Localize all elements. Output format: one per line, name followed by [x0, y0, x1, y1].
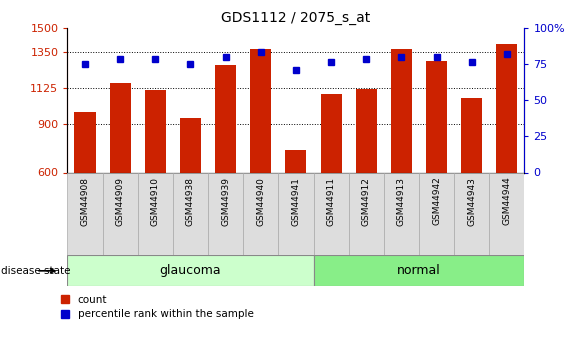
- Text: GSM44909: GSM44909: [115, 177, 125, 226]
- Text: GSM44942: GSM44942: [432, 177, 441, 225]
- Bar: [321, 93, 342, 172]
- Bar: [67, 172, 103, 255]
- Bar: [243, 172, 278, 255]
- Bar: [208, 172, 243, 255]
- Legend: count, percentile rank within the sample: count, percentile rank within the sample: [61, 295, 253, 319]
- Bar: [314, 255, 524, 286]
- Text: GSM44908: GSM44908: [80, 177, 90, 226]
- Text: normal: normal: [397, 264, 441, 277]
- Bar: [489, 172, 524, 255]
- Bar: [173, 172, 208, 255]
- Text: GSM44939: GSM44939: [221, 177, 230, 226]
- Title: GDS1112 / 2075_s_at: GDS1112 / 2075_s_at: [222, 11, 370, 25]
- Bar: [215, 66, 236, 172]
- Bar: [138, 172, 173, 255]
- Text: GSM44944: GSM44944: [502, 177, 512, 225]
- Bar: [384, 172, 419, 255]
- Bar: [419, 172, 454, 255]
- Bar: [285, 150, 306, 172]
- Text: disease state: disease state: [1, 266, 71, 276]
- Text: glaucoma: glaucoma: [159, 264, 222, 277]
- Bar: [67, 255, 314, 286]
- Bar: [278, 172, 314, 255]
- Bar: [391, 49, 412, 172]
- Bar: [180, 118, 201, 172]
- Text: GSM44941: GSM44941: [291, 177, 301, 226]
- Bar: [110, 83, 131, 172]
- Bar: [426, 61, 447, 172]
- Bar: [250, 49, 271, 172]
- Text: GSM44940: GSM44940: [256, 177, 265, 226]
- Bar: [496, 44, 517, 172]
- Bar: [145, 90, 166, 172]
- Text: GSM44943: GSM44943: [467, 177, 476, 226]
- Text: GSM44913: GSM44913: [397, 177, 406, 226]
- Bar: [356, 89, 377, 172]
- Bar: [461, 98, 482, 172]
- Bar: [454, 172, 489, 255]
- Bar: [103, 172, 138, 255]
- Text: GSM44910: GSM44910: [151, 177, 160, 226]
- Bar: [74, 112, 96, 172]
- Text: GSM44938: GSM44938: [186, 177, 195, 226]
- Bar: [314, 172, 349, 255]
- Text: GSM44912: GSM44912: [362, 177, 371, 226]
- Text: GSM44911: GSM44911: [326, 177, 336, 226]
- Bar: [349, 172, 384, 255]
